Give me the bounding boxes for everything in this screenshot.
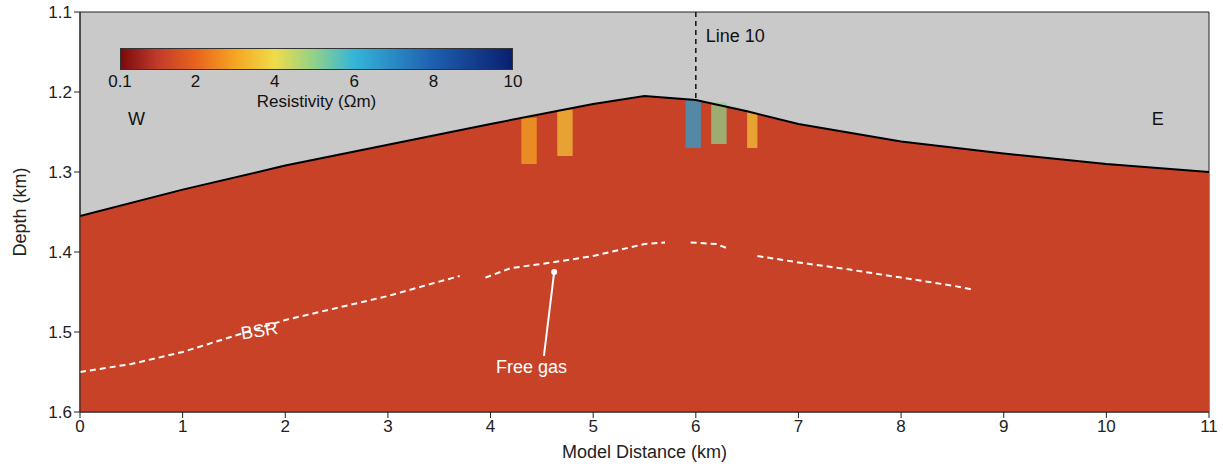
svg-text:1.3: 1.3	[48, 163, 72, 182]
svg-text:W: W	[128, 109, 145, 129]
svg-text:1.5: 1.5	[48, 323, 72, 342]
svg-text:5: 5	[588, 417, 597, 436]
svg-text:1: 1	[178, 417, 187, 436]
svg-text:1.6: 1.6	[48, 403, 72, 422]
svg-text:6: 6	[691, 417, 700, 436]
svg-text:3: 3	[383, 417, 392, 436]
html-text:0.1: 0.1	[108, 72, 132, 91]
svg-text:9: 9	[999, 417, 1008, 436]
svg-text:Depth (km): Depth (km)	[10, 167, 30, 256]
svg-text:1.4: 1.4	[48, 243, 72, 262]
svg-text:10: 10	[1097, 417, 1116, 436]
svg-text:8: 8	[896, 417, 905, 436]
svg-text:1.1: 1.1	[48, 3, 72, 22]
svg-text:4: 4	[486, 417, 495, 436]
html-text:6: 6	[349, 72, 359, 91]
svg-text:Free gas: Free gas	[496, 357, 567, 377]
html-text:10: 10	[503, 72, 523, 91]
svg-text:7: 7	[794, 417, 803, 436]
svg-text:11: 11	[1200, 417, 1218, 436]
html-text:Resistivity (Ωm): Resistivity (Ωm)	[256, 92, 377, 111]
svg-text:Model Distance (km): Model Distance (km)	[562, 442, 727, 462]
html-text:8: 8	[428, 72, 439, 91]
svg-text:Line 10: Line 10	[706, 26, 765, 46]
svg-text:2: 2	[281, 417, 290, 436]
svg-text:0: 0	[75, 417, 84, 436]
html-text:2: 2	[190, 72, 201, 91]
svg-text:E: E	[1152, 109, 1164, 129]
html-text:4: 4	[270, 72, 280, 91]
svg-text:BSR: BSR	[240, 318, 280, 344]
svg-text:1.2: 1.2	[48, 83, 72, 102]
